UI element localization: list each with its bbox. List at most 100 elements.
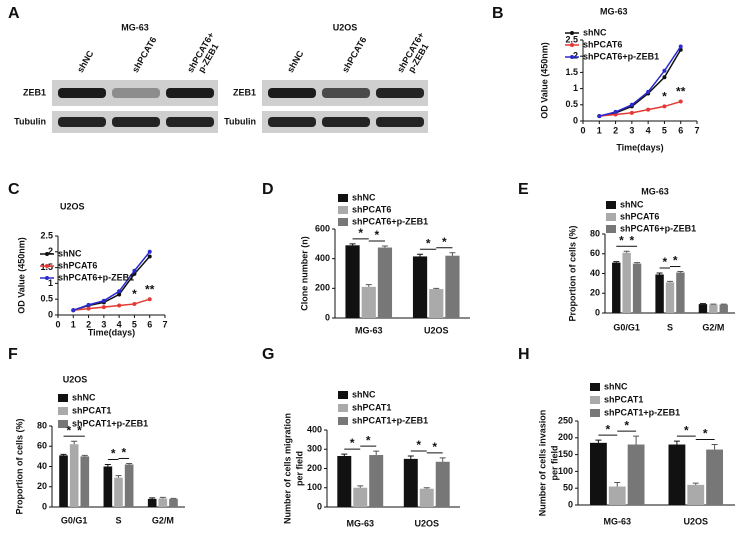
point bbox=[117, 292, 122, 297]
error-bar bbox=[60, 453, 67, 456]
legend-swatch bbox=[590, 383, 600, 391]
point bbox=[101, 298, 106, 303]
y-axis-label: Number of cells migration bbox=[282, 413, 292, 524]
x-tick-label: S bbox=[115, 515, 121, 525]
chart-title: MG-63 bbox=[600, 6, 628, 16]
error-bar bbox=[673, 440, 680, 445]
y-tick-label: 40 bbox=[37, 461, 47, 471]
x-tick-label: MG-63 bbox=[346, 518, 374, 528]
point bbox=[678, 44, 683, 49]
blot-title: MG-63 bbox=[121, 22, 149, 32]
legend-label: shPCAT6+p-ZEB1 bbox=[352, 216, 428, 226]
legend-swatch bbox=[58, 394, 68, 402]
point bbox=[678, 99, 683, 104]
error-bar bbox=[656, 272, 663, 275]
y-axis-label: Number of cells invasion bbox=[537, 410, 547, 517]
error-bar bbox=[373, 450, 380, 456]
bar bbox=[103, 466, 113, 507]
y-tick-label: 1 bbox=[48, 278, 53, 288]
bar bbox=[403, 458, 418, 507]
x-tick-label: 6 bbox=[147, 319, 152, 329]
panel-label: E bbox=[518, 181, 529, 198]
blot-band bbox=[268, 88, 316, 98]
significance: * bbox=[366, 433, 371, 447]
y-tick-label: 40 bbox=[590, 268, 600, 278]
error-bar bbox=[633, 435, 640, 445]
legend-swatch bbox=[58, 407, 68, 415]
error-bar bbox=[104, 463, 111, 467]
x-axis-label: Time(days) bbox=[88, 327, 135, 337]
line bbox=[599, 49, 682, 117]
lane-label: shNC bbox=[75, 48, 96, 74]
panel-label: B bbox=[492, 5, 504, 22]
legend-swatch bbox=[590, 409, 600, 417]
blot-band bbox=[112, 88, 160, 98]
x-tick-label: 3 bbox=[101, 319, 106, 329]
y-tick-label: 400 bbox=[307, 424, 322, 434]
bar bbox=[435, 461, 450, 507]
point bbox=[132, 301, 137, 306]
legend-label: shNC bbox=[352, 389, 376, 399]
bar bbox=[676, 272, 685, 313]
legend-swatch bbox=[606, 201, 616, 209]
bar bbox=[419, 488, 434, 507]
legend-label: shNC bbox=[58, 248, 82, 258]
y-tick-label: 0 bbox=[573, 115, 578, 125]
significance: * bbox=[358, 226, 363, 240]
x-tick-label: 7 bbox=[694, 125, 699, 135]
y-tick-label: 80 bbox=[590, 228, 600, 238]
significance: * bbox=[432, 440, 437, 454]
x-tick-label: 3 bbox=[629, 125, 634, 135]
bar bbox=[706, 449, 724, 505]
legend-label: shPCAT1+p-ZEB1 bbox=[72, 418, 148, 428]
x-tick-label: U2OS bbox=[414, 518, 439, 528]
y-axis-label: OD Value (450nm) bbox=[539, 42, 549, 119]
error-bar bbox=[149, 497, 156, 499]
y-tick-label: 1 bbox=[573, 83, 578, 93]
legend-marker bbox=[45, 264, 49, 268]
significance: * bbox=[111, 447, 116, 461]
significance: * bbox=[121, 446, 126, 460]
significance: * bbox=[673, 254, 678, 268]
legend-label: shPCAT1+p-ZEB1 bbox=[352, 415, 428, 425]
blot-band bbox=[376, 117, 424, 127]
line bbox=[73, 298, 150, 312]
y-tick-label: 0 bbox=[317, 501, 322, 511]
error-bar bbox=[170, 497, 177, 499]
x-tick-label: U2OS bbox=[424, 325, 449, 335]
bar bbox=[719, 304, 728, 313]
x-tick-label: U2OS bbox=[683, 516, 708, 526]
legend-label: shPCAT6 bbox=[352, 204, 391, 214]
error-bar bbox=[159, 496, 166, 499]
x-tick-label: 0 bbox=[55, 319, 60, 329]
point bbox=[101, 305, 106, 310]
point bbox=[147, 297, 152, 302]
line bbox=[73, 251, 151, 311]
y-tick-label: 250 bbox=[558, 415, 573, 425]
chart-title: U2OS bbox=[60, 201, 85, 211]
x-tick-label: S bbox=[667, 322, 673, 332]
error-bar bbox=[349, 243, 356, 246]
error-bar bbox=[634, 262, 641, 264]
error-bar bbox=[614, 481, 621, 487]
y-axis-label: Proportion of cells (%) bbox=[14, 418, 24, 514]
point bbox=[662, 68, 667, 73]
y-tick-label: 60 bbox=[590, 248, 600, 258]
legend-label: shNC bbox=[72, 392, 96, 402]
bar bbox=[608, 486, 626, 505]
x-tick-label: G2/M bbox=[702, 322, 724, 332]
bar bbox=[687, 484, 705, 505]
y-tick-label: 0 bbox=[42, 501, 47, 511]
lane-label: shPCAT6 bbox=[340, 35, 368, 74]
bar bbox=[361, 286, 376, 318]
error-bar bbox=[623, 250, 630, 253]
y-axis-label: Clone number (n) bbox=[299, 236, 309, 311]
error-bar bbox=[81, 454, 88, 457]
error-bar bbox=[417, 253, 424, 257]
point bbox=[662, 75, 667, 80]
y-tick-label: 400 bbox=[315, 253, 330, 263]
point bbox=[597, 114, 602, 119]
y-tick-label: 2.5 bbox=[40, 230, 53, 240]
error-bar bbox=[692, 482, 699, 485]
point bbox=[71, 308, 76, 313]
